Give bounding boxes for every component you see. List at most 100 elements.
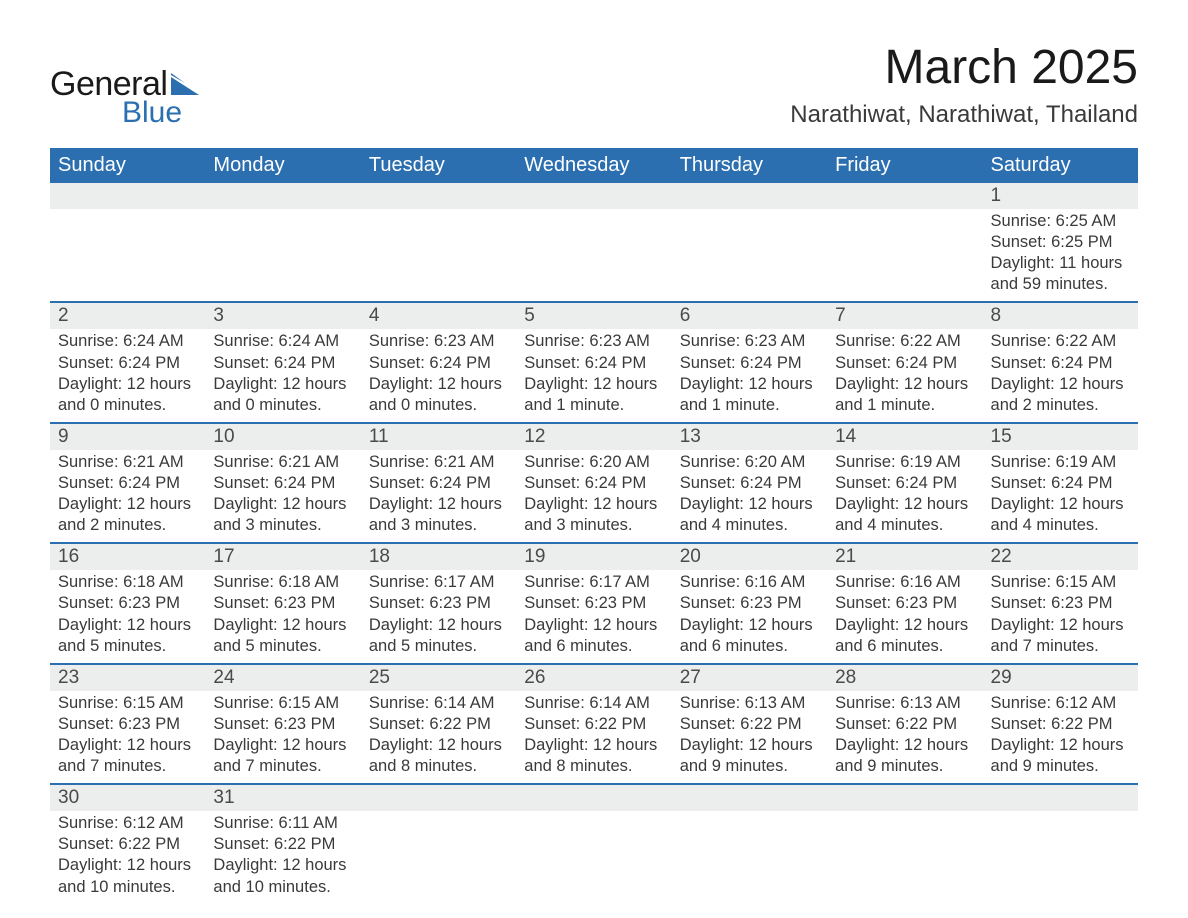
sunrise-text: Sunrise: 6:23 AM [524, 331, 663, 352]
daylight-text: Daylight: 12 hours and 7 minutes. [58, 735, 197, 777]
sunset-text: Sunset: 6:22 PM [991, 714, 1130, 735]
day-detail-cell: Sunrise: 6:17 AMSunset: 6:23 PMDaylight:… [361, 570, 516, 663]
day-detail-cell [205, 209, 360, 302]
week-1-daynum-row: 2345678 [50, 302, 1138, 329]
day-detail-cell: Sunrise: 6:23 AMSunset: 6:24 PMDaylight:… [361, 329, 516, 422]
sunrise-text: Sunrise: 6:17 AM [524, 572, 663, 593]
sunrise-text: Sunrise: 6:23 AM [680, 331, 819, 352]
sunset-text: Sunset: 6:22 PM [524, 714, 663, 735]
day-number-cell [516, 784, 671, 811]
day-detail-cell [672, 209, 827, 302]
day-detail-cell: Sunrise: 6:24 AMSunset: 6:24 PMDaylight:… [50, 329, 205, 422]
daylight-text: Daylight: 12 hours and 0 minutes. [58, 374, 197, 416]
daylight-text: Daylight: 12 hours and 1 minute. [524, 374, 663, 416]
week-0-detail-row: Sunrise: 6:25 AMSunset: 6:25 PMDaylight:… [50, 209, 1138, 302]
sunset-text: Sunset: 6:23 PM [369, 593, 508, 614]
day-detail-cell [50, 209, 205, 302]
day-detail-cell: Sunrise: 6:15 AMSunset: 6:23 PMDaylight:… [205, 691, 360, 784]
day-detail-cell: Sunrise: 6:14 AMSunset: 6:22 PMDaylight:… [516, 691, 671, 784]
day-number-cell: 15 [983, 423, 1138, 450]
day-number-cell: 21 [827, 543, 982, 570]
day-detail-cell: Sunrise: 6:16 AMSunset: 6:23 PMDaylight:… [672, 570, 827, 663]
day-number-cell: 18 [361, 543, 516, 570]
daylight-text: Daylight: 12 hours and 0 minutes. [369, 374, 508, 416]
day-detail-cell: Sunrise: 6:21 AMSunset: 6:24 PMDaylight:… [361, 450, 516, 543]
day-detail-cell: Sunrise: 6:25 AMSunset: 6:25 PMDaylight:… [983, 209, 1138, 302]
day-number-cell [827, 784, 982, 811]
day-detail-cell: Sunrise: 6:15 AMSunset: 6:23 PMDaylight:… [983, 570, 1138, 663]
day-number-cell [672, 183, 827, 209]
daylight-text: Daylight: 12 hours and 9 minutes. [835, 735, 974, 777]
sunrise-text: Sunrise: 6:12 AM [991, 693, 1130, 714]
day-detail-cell: Sunrise: 6:12 AMSunset: 6:22 PMDaylight:… [50, 811, 205, 903]
sunset-text: Sunset: 6:22 PM [213, 834, 352, 855]
day-number-cell: 14 [827, 423, 982, 450]
daylight-text: Daylight: 12 hours and 3 minutes. [369, 494, 508, 536]
day-detail-cell: Sunrise: 6:11 AMSunset: 6:22 PMDaylight:… [205, 811, 360, 903]
sunrise-text: Sunrise: 6:14 AM [369, 693, 508, 714]
sunset-text: Sunset: 6:24 PM [524, 473, 663, 494]
sunset-text: Sunset: 6:23 PM [991, 593, 1130, 614]
sunset-text: Sunset: 6:22 PM [835, 714, 974, 735]
day-detail-cell: Sunrise: 6:19 AMSunset: 6:24 PMDaylight:… [827, 450, 982, 543]
day-number-cell: 12 [516, 423, 671, 450]
day-detail-cell: Sunrise: 6:22 AMSunset: 6:24 PMDaylight:… [983, 329, 1138, 422]
daylight-text: Daylight: 12 hours and 6 minutes. [524, 615, 663, 657]
logo: General Blue [50, 65, 203, 130]
daylight-text: Daylight: 12 hours and 7 minutes. [213, 735, 352, 777]
day-number-cell: 23 [50, 664, 205, 691]
sunrise-text: Sunrise: 6:13 AM [835, 693, 974, 714]
day-number-cell: 20 [672, 543, 827, 570]
week-5-detail-row: Sunrise: 6:12 AMSunset: 6:22 PMDaylight:… [50, 811, 1138, 903]
weekday-monday: Monday [205, 148, 360, 183]
sunset-text: Sunset: 6:22 PM [58, 834, 197, 855]
sunset-text: Sunset: 6:23 PM [213, 714, 352, 735]
day-number-cell: 10 [205, 423, 360, 450]
day-number-cell: 19 [516, 543, 671, 570]
week-1-detail-row: Sunrise: 6:24 AMSunset: 6:24 PMDaylight:… [50, 329, 1138, 422]
day-number-cell: 31 [205, 784, 360, 811]
day-number-cell [983, 784, 1138, 811]
daylight-text: Daylight: 12 hours and 9 minutes. [991, 735, 1130, 777]
day-detail-cell [361, 209, 516, 302]
sunrise-text: Sunrise: 6:12 AM [58, 813, 197, 834]
sunset-text: Sunset: 6:24 PM [369, 353, 508, 374]
day-detail-cell: Sunrise: 6:23 AMSunset: 6:24 PMDaylight:… [516, 329, 671, 422]
sunset-text: Sunset: 6:24 PM [58, 353, 197, 374]
day-detail-cell: Sunrise: 6:24 AMSunset: 6:24 PMDaylight:… [205, 329, 360, 422]
sunrise-text: Sunrise: 6:18 AM [213, 572, 352, 593]
sunset-text: Sunset: 6:24 PM [58, 473, 197, 494]
sunset-text: Sunset: 6:25 PM [991, 232, 1130, 253]
week-4-detail-row: Sunrise: 6:15 AMSunset: 6:23 PMDaylight:… [50, 691, 1138, 784]
day-detail-cell [827, 209, 982, 302]
page-title: March 2025 [790, 40, 1138, 95]
header: General Blue March 2025 Narathiwat, Nara… [50, 40, 1138, 130]
daylight-text: Daylight: 12 hours and 4 minutes. [680, 494, 819, 536]
daylight-text: Daylight: 12 hours and 2 minutes. [991, 374, 1130, 416]
day-detail-cell: Sunrise: 6:15 AMSunset: 6:23 PMDaylight:… [50, 691, 205, 784]
calendar-table: SundayMondayTuesdayWednesdayThursdayFrid… [50, 148, 1138, 904]
sunrise-text: Sunrise: 6:16 AM [680, 572, 819, 593]
day-detail-cell: Sunrise: 6:19 AMSunset: 6:24 PMDaylight:… [983, 450, 1138, 543]
week-5-daynum-row: 3031 [50, 784, 1138, 811]
sunrise-text: Sunrise: 6:20 AM [524, 452, 663, 473]
day-number-cell: 6 [672, 302, 827, 329]
sunrise-text: Sunrise: 6:22 AM [991, 331, 1130, 352]
sunset-text: Sunset: 6:22 PM [369, 714, 508, 735]
day-number-cell: 7 [827, 302, 982, 329]
daylight-text: Daylight: 12 hours and 9 minutes. [680, 735, 819, 777]
day-detail-cell: Sunrise: 6:20 AMSunset: 6:24 PMDaylight:… [516, 450, 671, 543]
daylight-text: Daylight: 12 hours and 5 minutes. [213, 615, 352, 657]
day-number-cell [361, 183, 516, 209]
day-detail-cell: Sunrise: 6:17 AMSunset: 6:23 PMDaylight:… [516, 570, 671, 663]
day-number-cell: 5 [516, 302, 671, 329]
sunrise-text: Sunrise: 6:18 AM [58, 572, 197, 593]
day-number-cell: 26 [516, 664, 671, 691]
day-detail-cell: Sunrise: 6:22 AMSunset: 6:24 PMDaylight:… [827, 329, 982, 422]
day-number-cell [205, 183, 360, 209]
sunset-text: Sunset: 6:23 PM [58, 714, 197, 735]
day-detail-cell [983, 811, 1138, 903]
daylight-text: Daylight: 12 hours and 1 minute. [680, 374, 819, 416]
daylight-text: Daylight: 12 hours and 6 minutes. [680, 615, 819, 657]
sunrise-text: Sunrise: 6:19 AM [835, 452, 974, 473]
